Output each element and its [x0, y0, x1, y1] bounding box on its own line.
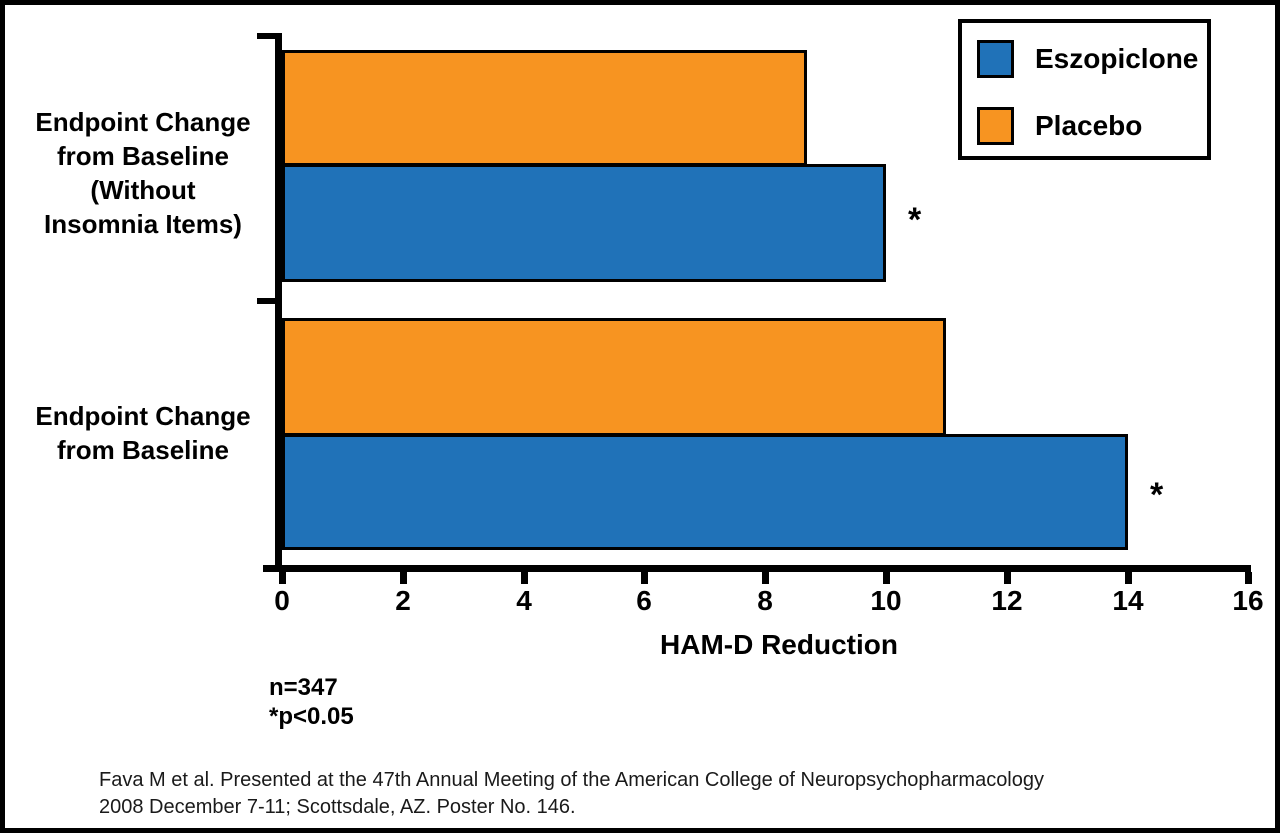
significance-asterisk-group1: * — [908, 201, 922, 239]
x-tick-label: 14 — [1112, 585, 1144, 616]
citation: Fava M et al. Presented at the 47th Annu… — [99, 767, 1219, 821]
category-label-without-insomnia-items: Endpoint Change from Baseline (Without I… — [35, 107, 251, 239]
x-tick-label: 12 — [991, 585, 1023, 616]
bar-eszopiclone-without-insomnia-items — [282, 164, 886, 282]
legend-label-placebo: Placebo — [1035, 110, 1143, 141]
y-axis-tick — [257, 298, 276, 304]
x-tick-label: 10 — [870, 585, 902, 616]
x-axis-title: HAM-D Reduction — [660, 629, 898, 660]
y-axis-line — [275, 33, 282, 572]
x-tick-mark — [400, 572, 407, 584]
bar-eszopiclone-endpoint-change — [282, 434, 1128, 550]
x-tick-mark — [1004, 572, 1011, 584]
x-tick-label: 16 — [1232, 585, 1264, 616]
y-axis-tick — [257, 33, 276, 39]
legend-swatch-eszopiclone — [977, 40, 1014, 78]
x-tick-mark — [1125, 572, 1132, 584]
citation-line-1: Fava M et al. Presented at the 47th Annu… — [99, 769, 1044, 791]
legend-swatch-placebo — [977, 107, 1014, 145]
sample-size-and-pvalue-note: n=347 *p<0.05 — [269, 674, 354, 730]
bar-placebo-without-insomnia-items — [282, 50, 807, 166]
x-tick-mark — [762, 572, 769, 584]
bar-placebo-endpoint-change — [282, 318, 946, 436]
legend: Eszopiclone Placebo — [958, 19, 1211, 160]
x-tick-mark — [279, 572, 286, 584]
category-label-endpoint-change: Endpoint Change from Baseline — [35, 401, 251, 465]
x-axis-line — [263, 565, 1251, 572]
x-tick-label: 0 — [274, 585, 290, 616]
x-tick-mark — [883, 572, 890, 584]
citation-line-2: 2008 December 7-11; Scottsdale, AZ. Post… — [99, 796, 576, 818]
significance-asterisk-group2: * — [1150, 476, 1164, 514]
legend-label-eszopiclone: Eszopiclone — [1035, 43, 1199, 74]
x-tick-label: 6 — [636, 585, 652, 616]
x-tick-label: 8 — [757, 585, 773, 616]
x-tick-label: 4 — [516, 585, 532, 616]
x-tick-mark — [521, 572, 528, 584]
x-tick-mark — [1245, 572, 1252, 584]
x-tick-label: 2 — [395, 585, 411, 616]
x-tick-mark — [641, 572, 648, 584]
